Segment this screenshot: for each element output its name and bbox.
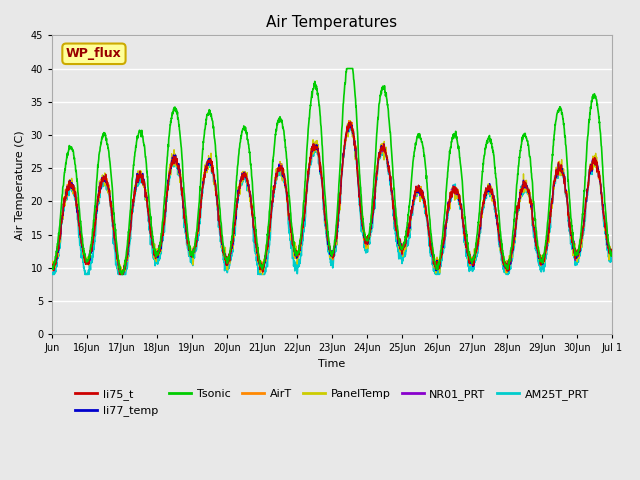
X-axis label: Time: Time [318, 359, 346, 369]
Legend: li75_t, li77_temp, Tsonic, AirT, PanelTemp, NR01_PRT, AM25T_PRT: li75_t, li77_temp, Tsonic, AirT, PanelTe… [70, 384, 593, 421]
Title: Air Temperatures: Air Temperatures [266, 15, 397, 30]
Text: WP_flux: WP_flux [66, 48, 122, 60]
Y-axis label: Air Temperature (C): Air Temperature (C) [15, 130, 25, 240]
